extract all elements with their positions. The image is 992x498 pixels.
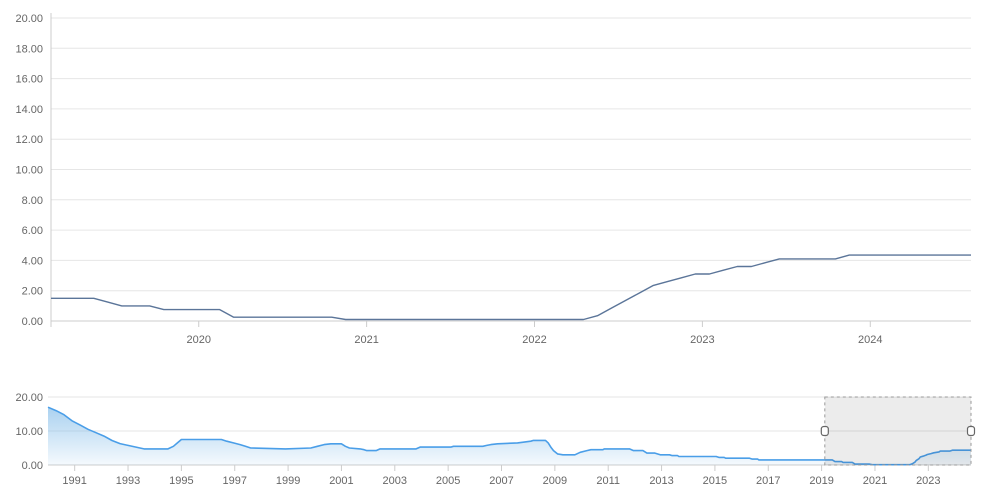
main-y-tick-label: 20.00: [15, 13, 43, 25]
nav-x-tick-label: 2011: [596, 475, 620, 487]
main-y-tick-label: 12.00: [15, 134, 43, 146]
nav-series-line: [47, 406, 971, 466]
nav-x-tick-label: 2017: [756, 475, 780, 487]
nav-x-tick-label: 2007: [489, 475, 513, 487]
nav-x-tick-label: 2003: [383, 475, 407, 487]
nav-x-tick-label: 2023: [916, 475, 940, 487]
main-x-tick-label: 2023: [690, 334, 714, 346]
main-x-tick-label: 2020: [186, 334, 210, 346]
nav-x-tick-label: 2021: [863, 475, 887, 487]
main-y-tick-label: 4.00: [22, 255, 43, 267]
main-y-tick-label: 0.00: [22, 316, 43, 328]
nav-x-tick-label: 1993: [116, 475, 140, 487]
nav-x-tick-label: 1991: [62, 475, 86, 487]
main-y-tick-label: 18.00: [15, 43, 43, 55]
main-x-tick-label: 2024: [858, 334, 882, 346]
main-y-tick-label: 2.00: [22, 286, 43, 298]
navigator-selection-mask[interactable]: [824, 397, 971, 465]
main-price-pane[interactable]: 0.00 2.00 4.00 6.00 8.00 10.00 12.00 14.00 16.00…: [15, 13, 971, 346]
main-y-tick-label: 8.00: [22, 195, 43, 207]
nav-y-tick-label: 10.00: [15, 426, 43, 438]
main-x-tick-label: 2022: [522, 334, 546, 346]
nav-x-tick-label: 2001: [329, 475, 353, 487]
nav-x-tick-label: 1995: [169, 475, 193, 487]
main-y-tick-label: 14.00: [15, 104, 43, 116]
nav-area-fill: [48, 407, 971, 465]
main-y-tick-label: 16.00: [15, 74, 43, 86]
nav-x-tick-label: 2013: [649, 475, 673, 487]
nav-y-tick-label: 20.00: [15, 392, 43, 404]
nav-x-tick-label: 2005: [436, 475, 460, 487]
navigator-left-handle[interactable]: [820, 425, 829, 437]
nav-x-tick-label: 2019: [809, 475, 833, 487]
cash-rate-series-line[interactable]: [51, 254, 971, 321]
navigator-pane[interactable]: 0.00 10.00 20.00 1991 1993 1995 1997 1999 2001 20…: [15, 392, 976, 487]
main-y-tick-label: 10.00: [15, 165, 43, 177]
nav-x-tick-label: 2009: [543, 475, 567, 487]
main-x-tick-label: 2021: [354, 334, 378, 346]
nav-x-tick-label: 1997: [222, 475, 246, 487]
nav-x-tick-label: 1999: [276, 475, 300, 487]
main-y-tick-label: 6.00: [22, 225, 43, 237]
navigator-right-handle[interactable]: [966, 425, 976, 437]
nav-y-tick-label: 0.00: [22, 460, 43, 472]
nav-x-tick-label: 2015: [703, 475, 727, 487]
